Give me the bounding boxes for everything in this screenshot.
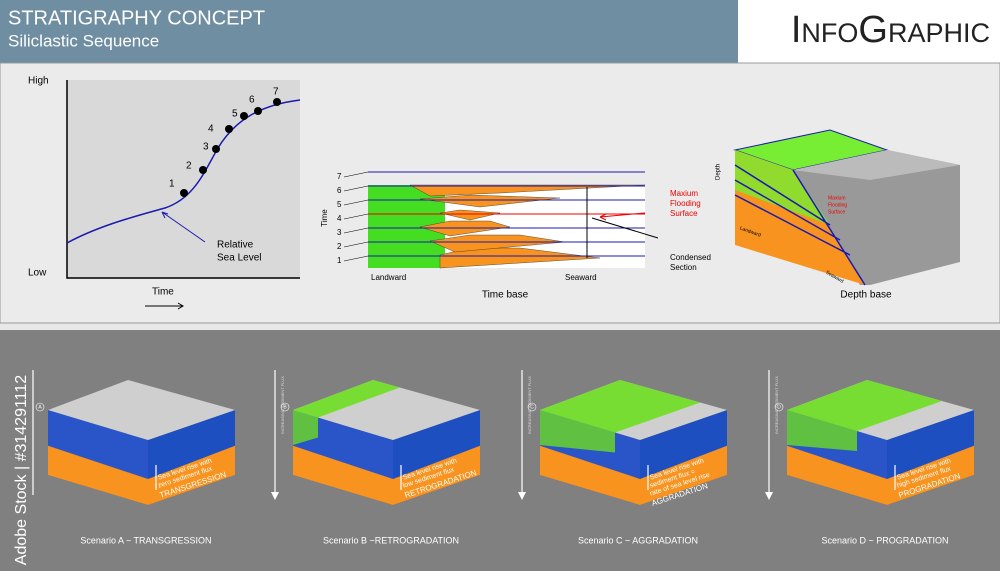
time-y-label: Time [320, 209, 329, 227]
condensed-pointer [591, 217, 659, 239]
level-label: 6 [337, 186, 342, 195]
level-tick [343, 241, 369, 248]
depth-top-gray [793, 150, 960, 180]
depth-mfs-1: Maxium [828, 195, 846, 201]
curve-label-2: Sea Level [217, 253, 261, 264]
landward-green [368, 185, 445, 268]
level-label: 3 [337, 228, 342, 237]
mfs-label-3: Surface [670, 209, 698, 218]
caption: Scenario C ~ AGGRADATION [578, 535, 698, 545]
top-green [540, 380, 701, 433]
axes [66, 80, 300, 279]
front-sediment [293, 445, 393, 505]
right-sediment [887, 445, 974, 505]
front-green [540, 410, 615, 453]
right-sediment [640, 445, 727, 505]
time-base-caption: Time base [482, 290, 529, 301]
letter: B [283, 404, 287, 410]
point-label: 1 [169, 179, 175, 190]
front-sediment [48, 445, 148, 505]
level-tick [343, 185, 369, 192]
top-green [293, 380, 400, 418]
point-label: 7 [273, 87, 279, 98]
flux-label: INCREASING SEDIMENT FLUX [527, 376, 532, 434]
front-green [787, 410, 857, 451]
letter-circle [527, 402, 537, 412]
flux-arrow-head [518, 492, 526, 500]
front-sediment [787, 445, 887, 505]
point-label: 6 [249, 95, 255, 106]
brand-box [738, 0, 1000, 63]
mfs-label-2: Flooding [670, 199, 701, 208]
y-low: Low [28, 268, 47, 279]
letter: C [530, 404, 534, 410]
chart-area [67, 80, 300, 278]
letter-circle [774, 402, 784, 412]
level-label: 2 [337, 242, 342, 251]
letter: D [777, 404, 781, 410]
level-tick [343, 213, 369, 220]
right-sediment [393, 445, 480, 505]
letter: A [38, 404, 42, 410]
level-label: 7 [337, 172, 342, 181]
top-face [48, 380, 235, 440]
flux-label: INCREASING SEDIMENT FLUX [280, 376, 285, 434]
front-green [293, 410, 318, 445]
level-label: 4 [337, 214, 342, 223]
letter-circle [35, 402, 45, 412]
mfs-label-1: Maxium [670, 189, 698, 198]
sea-level-curve [66, 99, 301, 244]
point-label: 4 [208, 124, 214, 135]
mfs-pointer [599, 212, 646, 221]
flux-label: INCREASING SEDIMENT FLUX [774, 376, 779, 434]
point-label: 5 [232, 109, 238, 120]
level-label: 1 [337, 256, 342, 265]
watermark: Adobe Stock | #314291112 [13, 375, 30, 565]
level-tick [343, 227, 369, 234]
depth-cut [793, 150, 960, 285]
level-label: 5 [337, 200, 342, 209]
point-label: 3 [203, 142, 209, 153]
subtitle: Siliclastic Sequence [8, 31, 159, 50]
title: STRATIGRAPHY CONCEPT [8, 7, 265, 29]
curve-points [180, 98, 281, 197]
front-sediment [540, 445, 640, 505]
depth-y-label: Depth [716, 164, 722, 180]
depth-mfs-2: Flooding [828, 202, 847, 208]
brand: InfoGraphic [791, 9, 990, 51]
curve-pointer [161, 211, 206, 243]
point-label: 2 [186, 161, 192, 172]
x-label: Time [152, 287, 174, 298]
right-sediment [148, 445, 235, 505]
condensed-label-1: Condensed [670, 253, 711, 262]
condensed-label-2: Section [670, 263, 697, 272]
depth-surfaces [734, 164, 866, 286]
curve-label-1: Relative [217, 240, 254, 251]
flux-arrow-head [765, 492, 773, 500]
flux-arrow-head [271, 492, 279, 500]
depth-mfs-3: Surface [828, 209, 845, 215]
top-green [787, 380, 942, 431]
level-tick [343, 255, 369, 262]
depth-front-green [735, 150, 830, 225]
letter-circle [280, 402, 290, 412]
y-high: High [28, 76, 49, 87]
level-tick [343, 199, 369, 206]
depth-caption: Depth base [840, 290, 892, 301]
landward-label: Landward [371, 273, 406, 282]
time-arrow [145, 302, 184, 310]
seaward-label: Seaward [565, 273, 597, 282]
level-tick [343, 171, 369, 178]
caption: Scenario D ~ PROGRADATION [821, 535, 948, 545]
caption: Scenario A ~ TRANSGRESSION [80, 535, 211, 545]
caption: Scenario B ~RETROGRADATION [323, 535, 459, 545]
